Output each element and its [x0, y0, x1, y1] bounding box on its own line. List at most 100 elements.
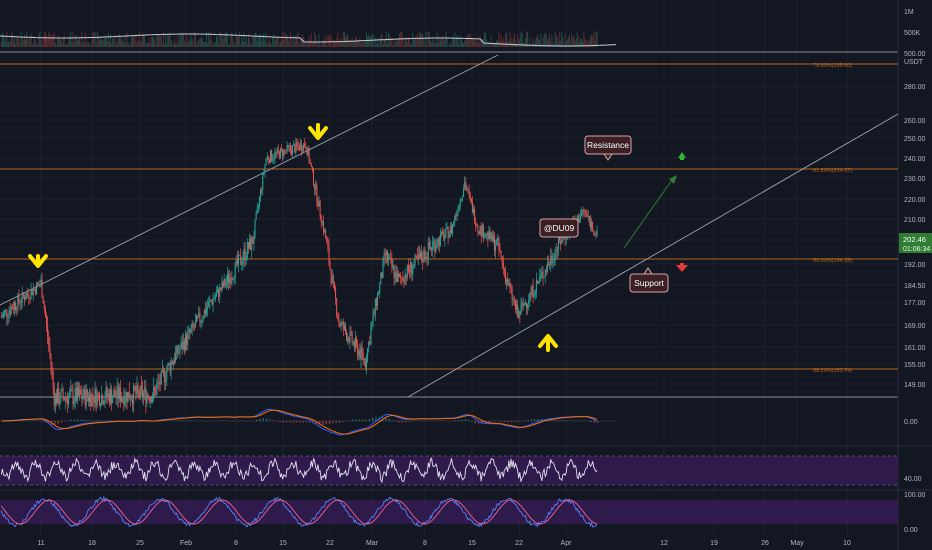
volume-bar [199, 38, 201, 47]
candle-body [52, 372, 54, 387]
candle-body [178, 351, 180, 354]
volume-bar [384, 37, 386, 47]
candle-body [295, 141, 297, 153]
volume-bar [342, 31, 344, 47]
stoch-d-line [0, 499, 598, 525]
candle-body [492, 235, 494, 241]
stoch-pane[interactable]: 100.00 0.00 [0, 492, 926, 534]
volume-bar [285, 34, 287, 47]
candle-body [370, 329, 372, 345]
volume-bar [158, 34, 160, 47]
macd-hist-bar [87, 419, 89, 421]
volume-bar [23, 34, 25, 47]
volume-bar [393, 39, 395, 47]
macd-pane[interactable]: 0.00 [0, 408, 918, 436]
candle-body [584, 210, 586, 213]
rsi-pane[interactable]: 40.00 [0, 455, 922, 486]
price-axis[interactable]: USDT 280.00 260.00 250.00 240.00 230.00 220.0… [904, 59, 926, 389]
macd-hist-bar [593, 421, 595, 424]
candle-body [318, 200, 320, 207]
volume-bar [448, 44, 450, 47]
volume-bar [456, 35, 458, 47]
volume-bar [215, 36, 217, 47]
resistance-callout[interactable]: Resistance [584, 135, 632, 161]
volume-bar [463, 43, 465, 47]
candle-body [341, 321, 343, 323]
volume-bar [386, 44, 388, 47]
candle-body [481, 225, 483, 236]
volume-bar [476, 42, 478, 47]
volume-bar [7, 42, 9, 47]
volume-bar [420, 32, 422, 47]
volume-bar [481, 39, 483, 47]
volume-bar [341, 38, 343, 47]
macd-hist-bar [352, 419, 354, 421]
fib-level-label: 61.80%(234.97) [813, 168, 852, 174]
candle-body [62, 389, 64, 398]
volume-bar [324, 40, 326, 47]
candle-body [300, 143, 302, 151]
candle-body [438, 237, 440, 246]
candle-body [11, 306, 13, 309]
volume-bar [559, 32, 561, 47]
candle-body [377, 293, 379, 307]
candle-body [30, 289, 32, 299]
volume-bar [151, 36, 153, 47]
candle-body [289, 146, 291, 150]
volume-pane[interactable]: 1M 500K 500.00 [0, 9, 926, 58]
macd-hist-bar [332, 421, 334, 424]
volume-bar [564, 33, 566, 47]
macd-hist-bar [70, 419, 72, 421]
volume-bar [133, 35, 135, 47]
candle-body [16, 309, 18, 311]
resistance-label: Resistance [587, 140, 629, 150]
volume-bar [365, 31, 367, 47]
candle-body [129, 398, 131, 401]
candle-body [269, 150, 271, 163]
volume-bar [377, 37, 379, 47]
candle-body [546, 263, 548, 272]
candle-body [224, 278, 226, 286]
volume-bar [59, 39, 61, 47]
candle-body [239, 254, 241, 256]
candle-body [540, 273, 542, 278]
candle-body [496, 239, 498, 246]
volume-bar [311, 42, 313, 47]
candle-body [478, 231, 480, 234]
volume-bar [506, 32, 508, 47]
volume-bar [273, 34, 275, 47]
candle-body [266, 156, 268, 159]
volume-bar [502, 38, 504, 47]
support-callout[interactable]: Support [629, 267, 669, 293]
volume-bar [128, 44, 130, 47]
candle-body [68, 396, 70, 405]
macd-hist-bar [467, 420, 470, 421]
projection-arrow[interactable] [623, 175, 677, 249]
candle-body [390, 257, 392, 259]
volume-bar [172, 44, 174, 47]
volume-bar [593, 31, 595, 47]
volume-bar [76, 40, 78, 47]
time-axis[interactable]: 11 18 25 Feb 8 15 22 Mar 8 15 22 Apr 12 19 26 May 10 [37, 540, 851, 547]
channel-lower-line[interactable] [407, 113, 899, 398]
volume-bar [166, 43, 168, 47]
trend-channel[interactable] [0, 54, 899, 398]
fib-levels[interactable]: 78.60%(295.60) 61.80%(234.97) 50.00%(194.3… [0, 63, 898, 374]
volume-bar [424, 44, 426, 47]
macd-hist-bar [90, 420, 92, 421]
candle-body [411, 262, 413, 275]
volume-bar [82, 43, 84, 47]
volume-bar [224, 32, 226, 47]
volume-bar [543, 34, 545, 47]
candle-body [40, 279, 42, 286]
volume-bar [338, 41, 340, 47]
volume-bar [452, 36, 454, 47]
volume-bar [169, 32, 171, 47]
candle-body [360, 346, 362, 359]
volume-bar [30, 33, 32, 47]
volume-bars [0, 31, 598, 47]
channel-upper-line[interactable] [0, 54, 499, 306]
volume-bar [529, 37, 531, 47]
candle-body [189, 329, 191, 333]
